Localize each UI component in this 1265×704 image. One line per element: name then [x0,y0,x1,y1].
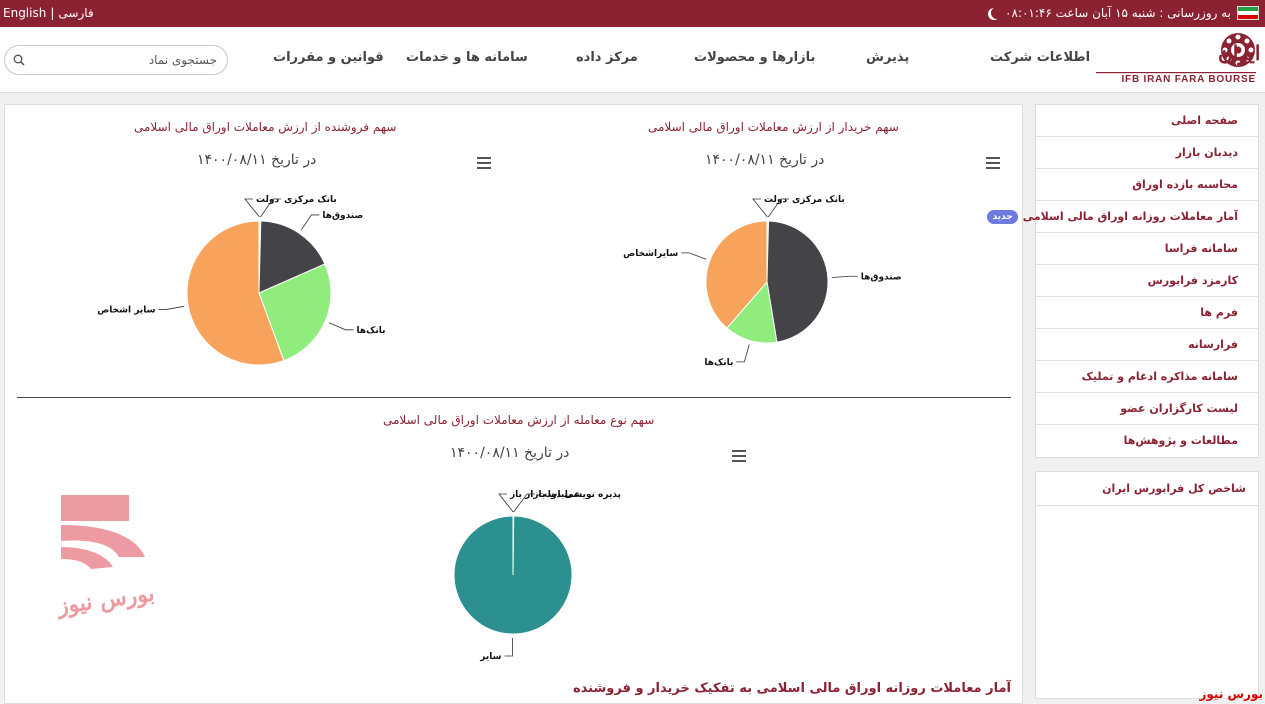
pie1-connector-2 [300,214,320,231]
symbol-search-box [4,45,228,75]
pie0-label-1: بانک مرکزی [792,195,845,205]
pie2-slice-2[interactable] [453,515,573,635]
bourse-news-watermark: بورس نیوز [55,495,155,620]
sidebar-item-label: محاسبه بازده اوراق [1132,178,1238,191]
sidebar-item-research[interactable]: مطالعات و پژوهش‌ها [1036,425,1258,457]
sidebar-item-label: مطالعات و پژوهش‌ها [1123,434,1238,447]
nav-laws-regulations[interactable]: قوانین و مقررات [273,50,384,65]
buyer-chart-menu-icon[interactable] [986,157,1000,169]
seller-chart-title: سهم فروشنده از ارزش معاملات اوراق مالی ا… [134,120,397,134]
logo-text-fa: فرابورس ایران [1218,41,1259,66]
sidebar-item-daily-islamic-stats[interactable]: آمار معاملات روزانه اوراق مالی اسلامی جدی… [987,201,1258,233]
pie1-connector-0 [244,198,260,218]
pie0-slice-4[interactable] [705,220,768,329]
nav-systems-services[interactable]: سامانه ها و خدمات [406,50,528,65]
index-widget-title[interactable]: شاخص کل فرابورس ایران [1036,472,1258,506]
pie1-slice-4[interactable] [186,220,285,366]
buyer-chart-date: در تاریخ ۱۴۰۰/۰۸/۱۱ [705,152,825,168]
lang-farsi-link[interactable]: فارسی [58,6,94,20]
pie2-connector-2 [504,637,514,657]
pie2-connector-1 [513,493,535,513]
symbol-search-input[interactable] [33,51,217,69]
nav-markets-products[interactable]: بازارها و محصولات [694,50,816,65]
pie1-label-1: بانک مرکزی [284,195,337,205]
pie0-slice-3[interactable] [726,280,778,344]
charts-panel: سهم خریدار از ارزش معاملات اوراق مالی اس… [4,104,1023,704]
sidebar-item-brokers-list[interactable]: لیست کارگزاران عضو [1036,393,1258,425]
sidebar-item-label: سامانه مذاکره ادغام و تملیک [1081,370,1238,383]
pie2-connector-0 [498,493,514,513]
nav-admission[interactable]: پذیرش [866,50,910,65]
trade-type-chart-menu-icon[interactable] [732,450,746,462]
sidebar-item-label: سامانه فراسا [1164,242,1238,255]
sidebar-item-label: دیدبان بازار [1175,146,1238,159]
sidebar-item-fara-media[interactable]: فرارسانه [1036,329,1258,361]
sidebar-item-yield-calculator[interactable]: محاسبه بازده اوراق [1036,169,1258,201]
pie0-connector-0 [752,198,768,218]
sidebar-item-label: آمار معاملات روزانه اوراق مالی اسلامی [1022,210,1238,223]
sidebar-item-label: لیست کارگزاران عضو [1120,402,1238,415]
moon-icon [991,7,1003,19]
pie2-label-0: عملیات بازار باز [509,490,580,500]
pie1-label-0: دولت [256,195,280,205]
pie1-connector-4 [158,305,185,310]
trade-type-chart-date: در تاریخ ۱۴۰۰/۰۸/۱۱ [450,445,570,461]
top-bar: English | فارسی به روزرسانی : شنبه ۱۵ آبان… [0,0,1265,27]
sidebar-item-fees[interactable]: کارمزد فرابورس [1036,265,1258,297]
trade-type-chart-title: سهم نوع معامله از ارزش معاملات اوراق مال… [383,413,655,427]
seller-chart-date: در تاریخ ۱۴۰۰/۰۸/۱۱ [197,152,317,168]
iran-flag-icon [1237,6,1259,20]
buyer-chart-title: سهم خریدار از ارزش معاملات اوراق مالی اس… [648,120,899,134]
sidebar-item-label: فرارسانه [1188,338,1238,351]
update-time-label: به روزرسانی : شنبه ۱۵ آبان ساعت ۰۸:۰۱:۴۶ [1005,6,1231,20]
pie1-slice-2[interactable] [258,220,326,294]
pie0-connector-2 [831,275,858,278]
pie0-label-2: صندوق‌ها [861,272,902,282]
pie0-label-4: سایراشخاص [623,249,678,259]
pie1-label-4: سایر اشخاص [97,305,155,315]
lang-separator: | [50,6,55,20]
sidebar-item-market-watch[interactable]: دیدبان بازار [1036,137,1258,169]
pie1-slice-3[interactable] [258,263,332,362]
pie1-label-2: صندوق‌ها [322,211,363,221]
sidebar-item-forms[interactable]: فرم ها [1036,297,1258,329]
new-badge: جدید [987,210,1018,224]
top-pie-charts: دولت بانک مرکزی صندوق‌ها بانک‌ها سایراشخاص دو… [97,195,902,368]
bourse-news-brand: بورس نیوز [1199,687,1263,701]
pie0-connector-4 [681,252,707,260]
sidebar-menu: صفحه اصلی دیدبان بازار محاسبه بازده اورا… [987,104,1259,458]
site-header: فرابورس ایران IFB IRAN FARA BOURSE اطلاع… [0,27,1265,93]
index-widget: شاخص کل فرابورس ایران [1035,471,1259,699]
nav-data-center[interactable]: مرکز داده [576,50,638,65]
sidebar-item-home[interactable]: صفحه اصلی [1036,105,1258,137]
pie0-connector-1 [767,198,789,218]
iran-fara-bourse-logo[interactable]: فرابورس ایران IFB IRAN FARA BOURSE [1094,30,1259,88]
charts-divider [17,397,1011,398]
sidebar-item-label: کارمزد فرابورس [1147,274,1238,287]
pie0-label-3: بانک‌ها [704,358,733,368]
sidebar-item-farasa[interactable]: سامانه فراسا [1036,233,1258,265]
pie0-label-0: دولت [764,195,788,205]
sidebar-item-merger-system[interactable]: سامانه مذاکره ادغام و تملیک [1036,361,1258,393]
sidebar-item-label: فرم ها [1200,306,1238,319]
nav-company-info[interactable]: اطلاعات شرکت [990,50,1091,65]
seller-chart-menu-icon[interactable] [477,157,491,169]
pie2-label-1: پذیره نویسی دولت [538,490,621,500]
search-icon[interactable] [13,54,25,66]
pie1-connector-1 [260,198,281,218]
pie0-connector-3 [736,344,750,363]
sidebar-item-label: صفحه اصلی [1171,114,1238,127]
watermark-text: بورس نیوز [55,580,155,620]
pie2-label-2: سایر [479,652,501,662]
pie1-connector-3 [328,322,354,331]
pie1-label-3: بانک‌ها [357,326,386,336]
lang-english-link[interactable]: English [3,6,47,20]
logo-text-en: IFB IRAN FARA BOURSE [1121,74,1256,85]
update-clock: به روزرسانی : شنبه ۱۵ آبان ساعت ۰۸:۰۱:۴۶ [987,6,1259,20]
pie0-slice-2[interactable] [766,220,829,343]
language-switcher: English | فارسی [3,6,94,20]
daily-stats-section-title: آمار معاملات روزانه اوراق مالی اسلامی به… [572,681,1011,696]
